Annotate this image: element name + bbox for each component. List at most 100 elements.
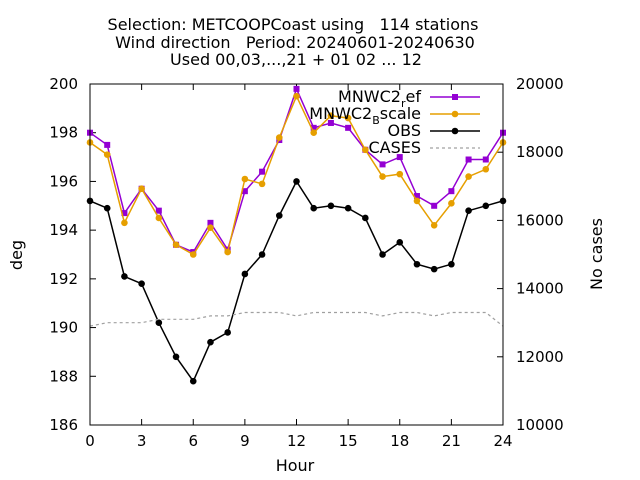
data-point xyxy=(155,319,163,327)
legend-label: MNWC2Bscale xyxy=(309,104,421,127)
y-tick-label: 188 xyxy=(49,367,78,385)
data-point xyxy=(103,151,111,158)
data-point xyxy=(379,173,386,180)
x-tick-label: 21 xyxy=(442,432,461,450)
data-point xyxy=(241,175,249,183)
data-point xyxy=(465,156,472,163)
y2-tick-label: 20000 xyxy=(516,75,564,93)
data-point xyxy=(327,119,334,126)
y-axis-label: deg xyxy=(7,240,26,270)
series-line xyxy=(89,311,504,327)
chart-title-line-3: Used 00,03,...,21 + 01 02 ... 12 xyxy=(170,50,422,69)
data-point xyxy=(379,161,386,168)
y2-tick-label: 12000 xyxy=(516,348,564,366)
data-point xyxy=(275,212,283,219)
y2-axis-label: No cases xyxy=(587,218,606,290)
data-point xyxy=(482,156,489,163)
chart-title-line-1: Selection: METCOOPCoast using 114 statio… xyxy=(108,15,479,34)
data-point xyxy=(293,85,300,92)
data-point xyxy=(396,239,404,246)
x-tick-label: 24 xyxy=(493,432,512,450)
y2-tick-label: 14000 xyxy=(516,280,564,298)
data-point xyxy=(259,168,266,175)
legend-label: MNWC2ref xyxy=(338,87,421,110)
data-point xyxy=(121,273,128,280)
data-point xyxy=(207,224,214,232)
data-point xyxy=(155,207,162,214)
data-point xyxy=(431,202,438,209)
data-point xyxy=(207,219,214,226)
y-tick-label: 196 xyxy=(49,172,78,190)
data-point xyxy=(293,178,300,185)
data-point xyxy=(293,92,300,100)
data-point xyxy=(189,377,197,385)
data-point xyxy=(345,124,352,131)
series-line xyxy=(89,94,504,256)
y-tick-label: 198 xyxy=(49,124,78,142)
series-layer xyxy=(86,85,507,385)
data-point xyxy=(310,129,318,137)
legend-marker xyxy=(451,127,459,135)
x-tick-label: 6 xyxy=(188,432,198,450)
data-point xyxy=(344,204,352,212)
data-point xyxy=(413,193,420,200)
chart-title-line-2: Wind direction Period: 20240601-20240630 xyxy=(115,33,475,52)
data-point xyxy=(396,170,404,178)
y2-tick-label: 18000 xyxy=(516,143,564,161)
data-point xyxy=(103,204,111,212)
data-point xyxy=(465,173,472,180)
data-point xyxy=(155,214,163,222)
data-point xyxy=(465,207,472,214)
data-point xyxy=(138,185,145,193)
y-tick-label: 200 xyxy=(49,75,78,93)
series-mnwc2-bscale xyxy=(86,92,507,258)
y-tick-label: 186 xyxy=(49,416,78,434)
data-point xyxy=(413,260,421,268)
x-tick-label: 9 xyxy=(240,432,250,450)
data-point xyxy=(310,124,317,131)
data-point xyxy=(413,197,421,205)
legend-marker xyxy=(451,110,459,118)
data-point xyxy=(327,112,335,119)
data-point xyxy=(104,141,111,148)
data-point xyxy=(430,265,438,273)
series-line xyxy=(89,179,504,383)
data-point xyxy=(258,251,266,258)
x-tick-label: 3 xyxy=(137,432,147,450)
data-point xyxy=(189,251,197,258)
data-point xyxy=(362,146,369,154)
data-point xyxy=(327,202,335,210)
y-tick-label: 192 xyxy=(49,270,78,288)
data-point xyxy=(121,219,128,227)
y-tick-label: 194 xyxy=(49,221,78,239)
data-point xyxy=(379,251,386,258)
series-mnwc2-ref xyxy=(87,85,506,256)
x-tick-label: 0 xyxy=(85,432,95,450)
data-point xyxy=(396,154,403,161)
data-point xyxy=(482,202,490,210)
series-obs xyxy=(86,178,507,385)
data-point xyxy=(448,188,455,195)
y2-tick-label: 10000 xyxy=(516,416,564,434)
data-point xyxy=(241,188,248,195)
data-point xyxy=(310,204,318,212)
data-point xyxy=(448,260,455,268)
data-point xyxy=(275,134,283,141)
y-tick-label: 190 xyxy=(49,319,78,337)
data-point xyxy=(362,214,369,222)
data-point xyxy=(258,180,266,188)
plot-frame xyxy=(89,83,504,426)
series-cases xyxy=(89,311,504,327)
data-point xyxy=(121,210,128,217)
data-point xyxy=(224,248,231,256)
legend-label: OBS xyxy=(388,121,421,140)
data-point xyxy=(430,221,438,229)
data-point xyxy=(344,114,352,122)
legend-marker xyxy=(452,94,458,100)
data-point xyxy=(138,280,145,288)
legend-label: CASES xyxy=(368,138,421,157)
data-point xyxy=(207,338,214,346)
x-tick-label: 18 xyxy=(390,432,409,450)
